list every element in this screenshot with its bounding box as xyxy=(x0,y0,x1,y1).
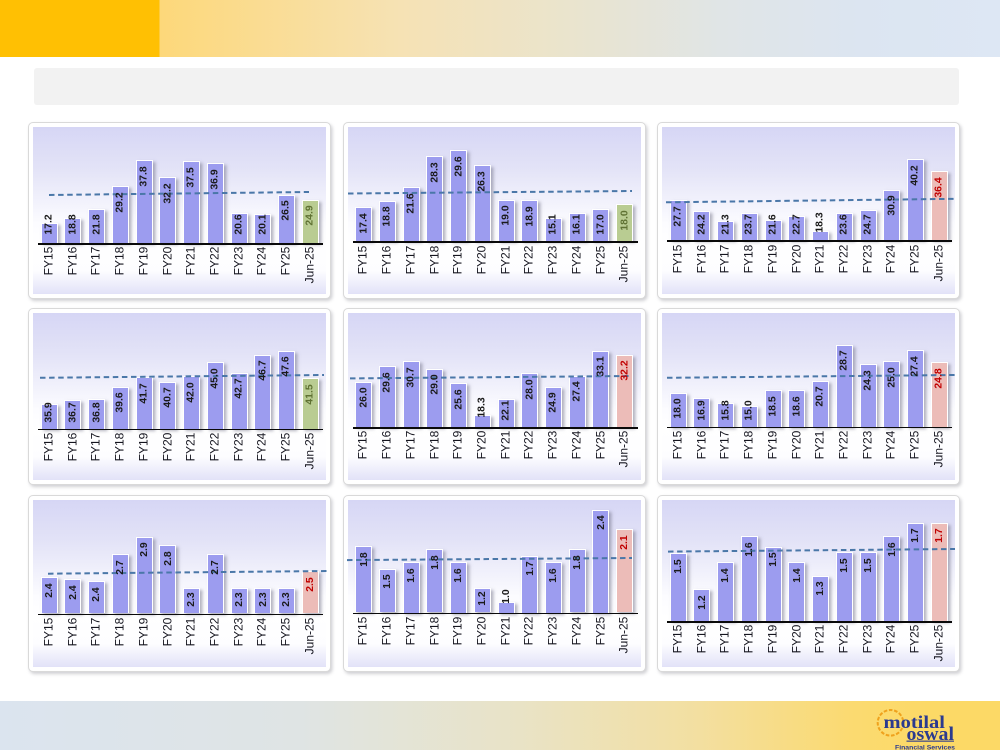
svg-text:oswal: oswal xyxy=(907,724,955,745)
svg-text:Financial Services: Financial Services xyxy=(895,744,955,750)
svg-text:motilal: motilal xyxy=(884,712,946,732)
